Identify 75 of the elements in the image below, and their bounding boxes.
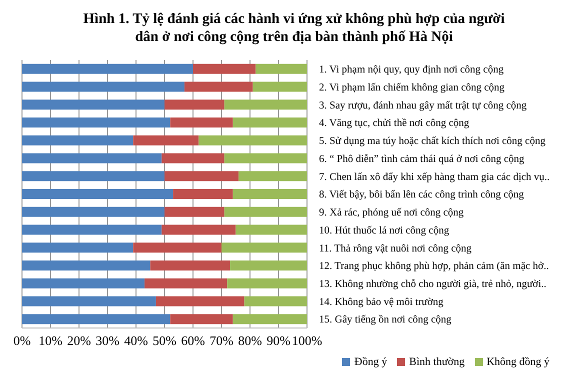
bar <box>22 100 164 110</box>
bar <box>22 153 162 164</box>
x-tick-label: 70% <box>210 333 234 348</box>
bar <box>22 260 150 270</box>
bar <box>232 118 307 128</box>
y-tick-label: 6. “ Phô diễn” tình cảm thái quá ở nơi công cộng <box>319 154 526 165</box>
y-tick-label: 13. Không nhường chỗ cho người già, trẻ nhỏ, người.. <box>319 279 546 290</box>
bar <box>133 135 199 146</box>
bar <box>230 260 307 270</box>
bar <box>222 242 307 253</box>
y-tick-label: 1. Vi phạm nội quy, quy định nơi công cộng <box>319 64 504 76</box>
bar <box>164 100 224 110</box>
bar <box>224 206 307 217</box>
y-tick-label: 7. Chen lấn xô đẩy khi xếp hàng tham gia các dịch vụ.. <box>319 172 550 183</box>
bar <box>144 278 228 288</box>
bar <box>22 314 170 324</box>
y-tick-label: 3. Say rượu, đánh nhau gây mất trật tự công cộng <box>319 100 528 112</box>
x-tick-label: 40% <box>124 333 148 348</box>
y-tick-label: 2. Vi phạm lấn chiếm không gian công cộng <box>319 82 506 94</box>
bar <box>227 278 307 288</box>
y-tick-label: 12. Trang phục không phù hợp, phản cảm (ăn mặc hở.. <box>319 261 549 272</box>
y-tick-label: 8. Viết bậy, bôi bẩn lên các công trình công cộng <box>319 190 525 201</box>
bar <box>22 224 162 235</box>
bar <box>22 206 164 217</box>
x-tick-label: 50% <box>152 333 177 348</box>
bar <box>224 100 307 110</box>
y-tick-label: 11. Thả rông vật nuôi nơi công cộng <box>319 243 472 254</box>
y-tick-label: 4. Văng tục, chửi thề nơi công cộng <box>319 118 470 130</box>
bar <box>22 135 134 146</box>
x-tick-label: 20% <box>67 333 92 348</box>
x-tick-label: 90% <box>266 333 291 348</box>
bar <box>232 188 307 199</box>
bar <box>133 242 222 253</box>
legend-label: Bình thường <box>409 356 465 368</box>
bar <box>162 224 236 235</box>
y-tick-label: 15. Gây tiếng ồn nơi công cộng <box>319 314 452 326</box>
bar <box>224 153 307 164</box>
bar <box>22 118 170 128</box>
bar <box>22 188 174 199</box>
legend-label: Đồng ý <box>354 356 388 368</box>
y-tick-label: 14. Không bảo vệ môi trường <box>319 296 444 308</box>
bar <box>150 260 230 270</box>
bar <box>198 135 307 146</box>
bar <box>22 242 134 253</box>
bar <box>170 118 233 128</box>
x-tick-label: 100% <box>292 333 322 348</box>
bar <box>184 82 253 92</box>
bar <box>236 224 307 235</box>
bar <box>164 171 239 182</box>
bar <box>238 171 307 182</box>
bar <box>173 188 233 199</box>
x-tick-label: 30% <box>96 333 120 348</box>
bar <box>22 64 193 74</box>
x-tick-label: 10% <box>38 333 63 348</box>
y-tick-label: 5. Sử dụng ma túy hoặc chất kích thích nơi công cộng <box>319 136 546 148</box>
y-tick-label: 10. Hút thuốc lá nơi công cộng <box>319 225 450 236</box>
x-tick-label: 0% <box>13 333 31 348</box>
bar <box>156 296 244 306</box>
x-tick-label: 60% <box>181 333 206 348</box>
x-tick-label: 80% <box>238 333 262 348</box>
bar <box>170 314 233 324</box>
bar <box>232 314 307 324</box>
bar <box>164 206 224 217</box>
bar <box>22 82 184 92</box>
legend-label: Không đồng ý <box>486 356 550 368</box>
bar <box>244 296 307 306</box>
bar <box>162 153 224 164</box>
chart-title: Hình 1. Tỷ lệ đánh giá các hành vi ứng xử không phù hợp của người dân ở nơi công cộng trên địa bàn thành phố Hà Nội <box>82 10 506 46</box>
bar <box>22 171 164 182</box>
bar <box>22 278 145 288</box>
bar <box>193 64 256 74</box>
bar <box>252 82 307 92</box>
bar <box>256 64 307 74</box>
y-tick-label: 9. Xả rác, phóng uế nơi công cộng <box>319 208 464 219</box>
bar <box>22 296 156 306</box>
